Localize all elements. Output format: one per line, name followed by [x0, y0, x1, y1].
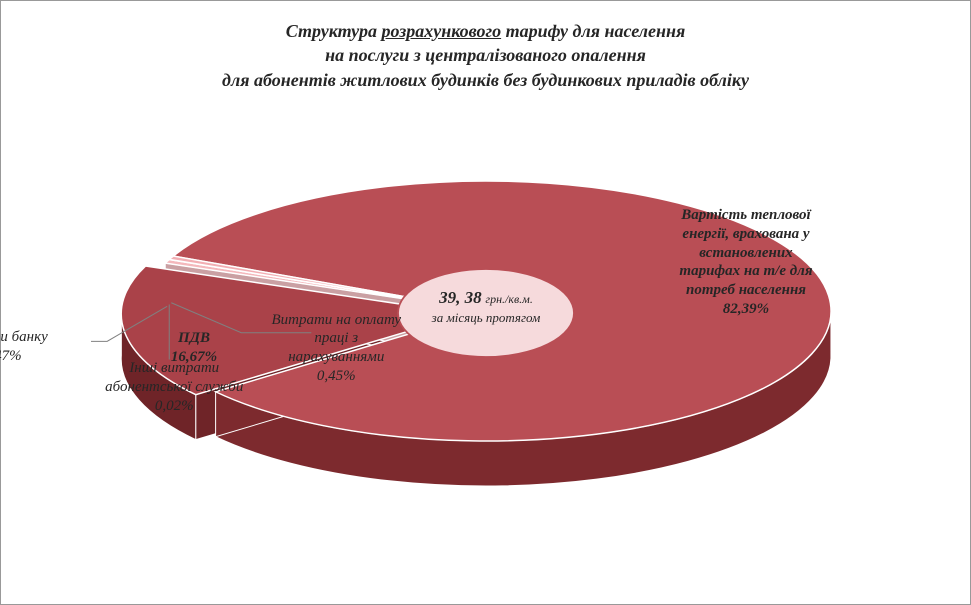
label-labor-costs: Витрати на оплатупраці знарахуваннями0,4… — [241, 311, 431, 386]
label-thermal-energy: Вартість тепловоїенергії, врахована увст… — [636, 206, 856, 319]
pie-chart: 39, 38 грн./кв.м.за місяць протягом Варт… — [91, 161, 881, 581]
chart-frame: Структура розрахункового тарифу для насе… — [0, 0, 971, 605]
chart-title: Структура розрахункового тарифу для насе… — [1, 19, 970, 92]
label-bank-services: Послуги банку0,47% — [0, 328, 72, 366]
